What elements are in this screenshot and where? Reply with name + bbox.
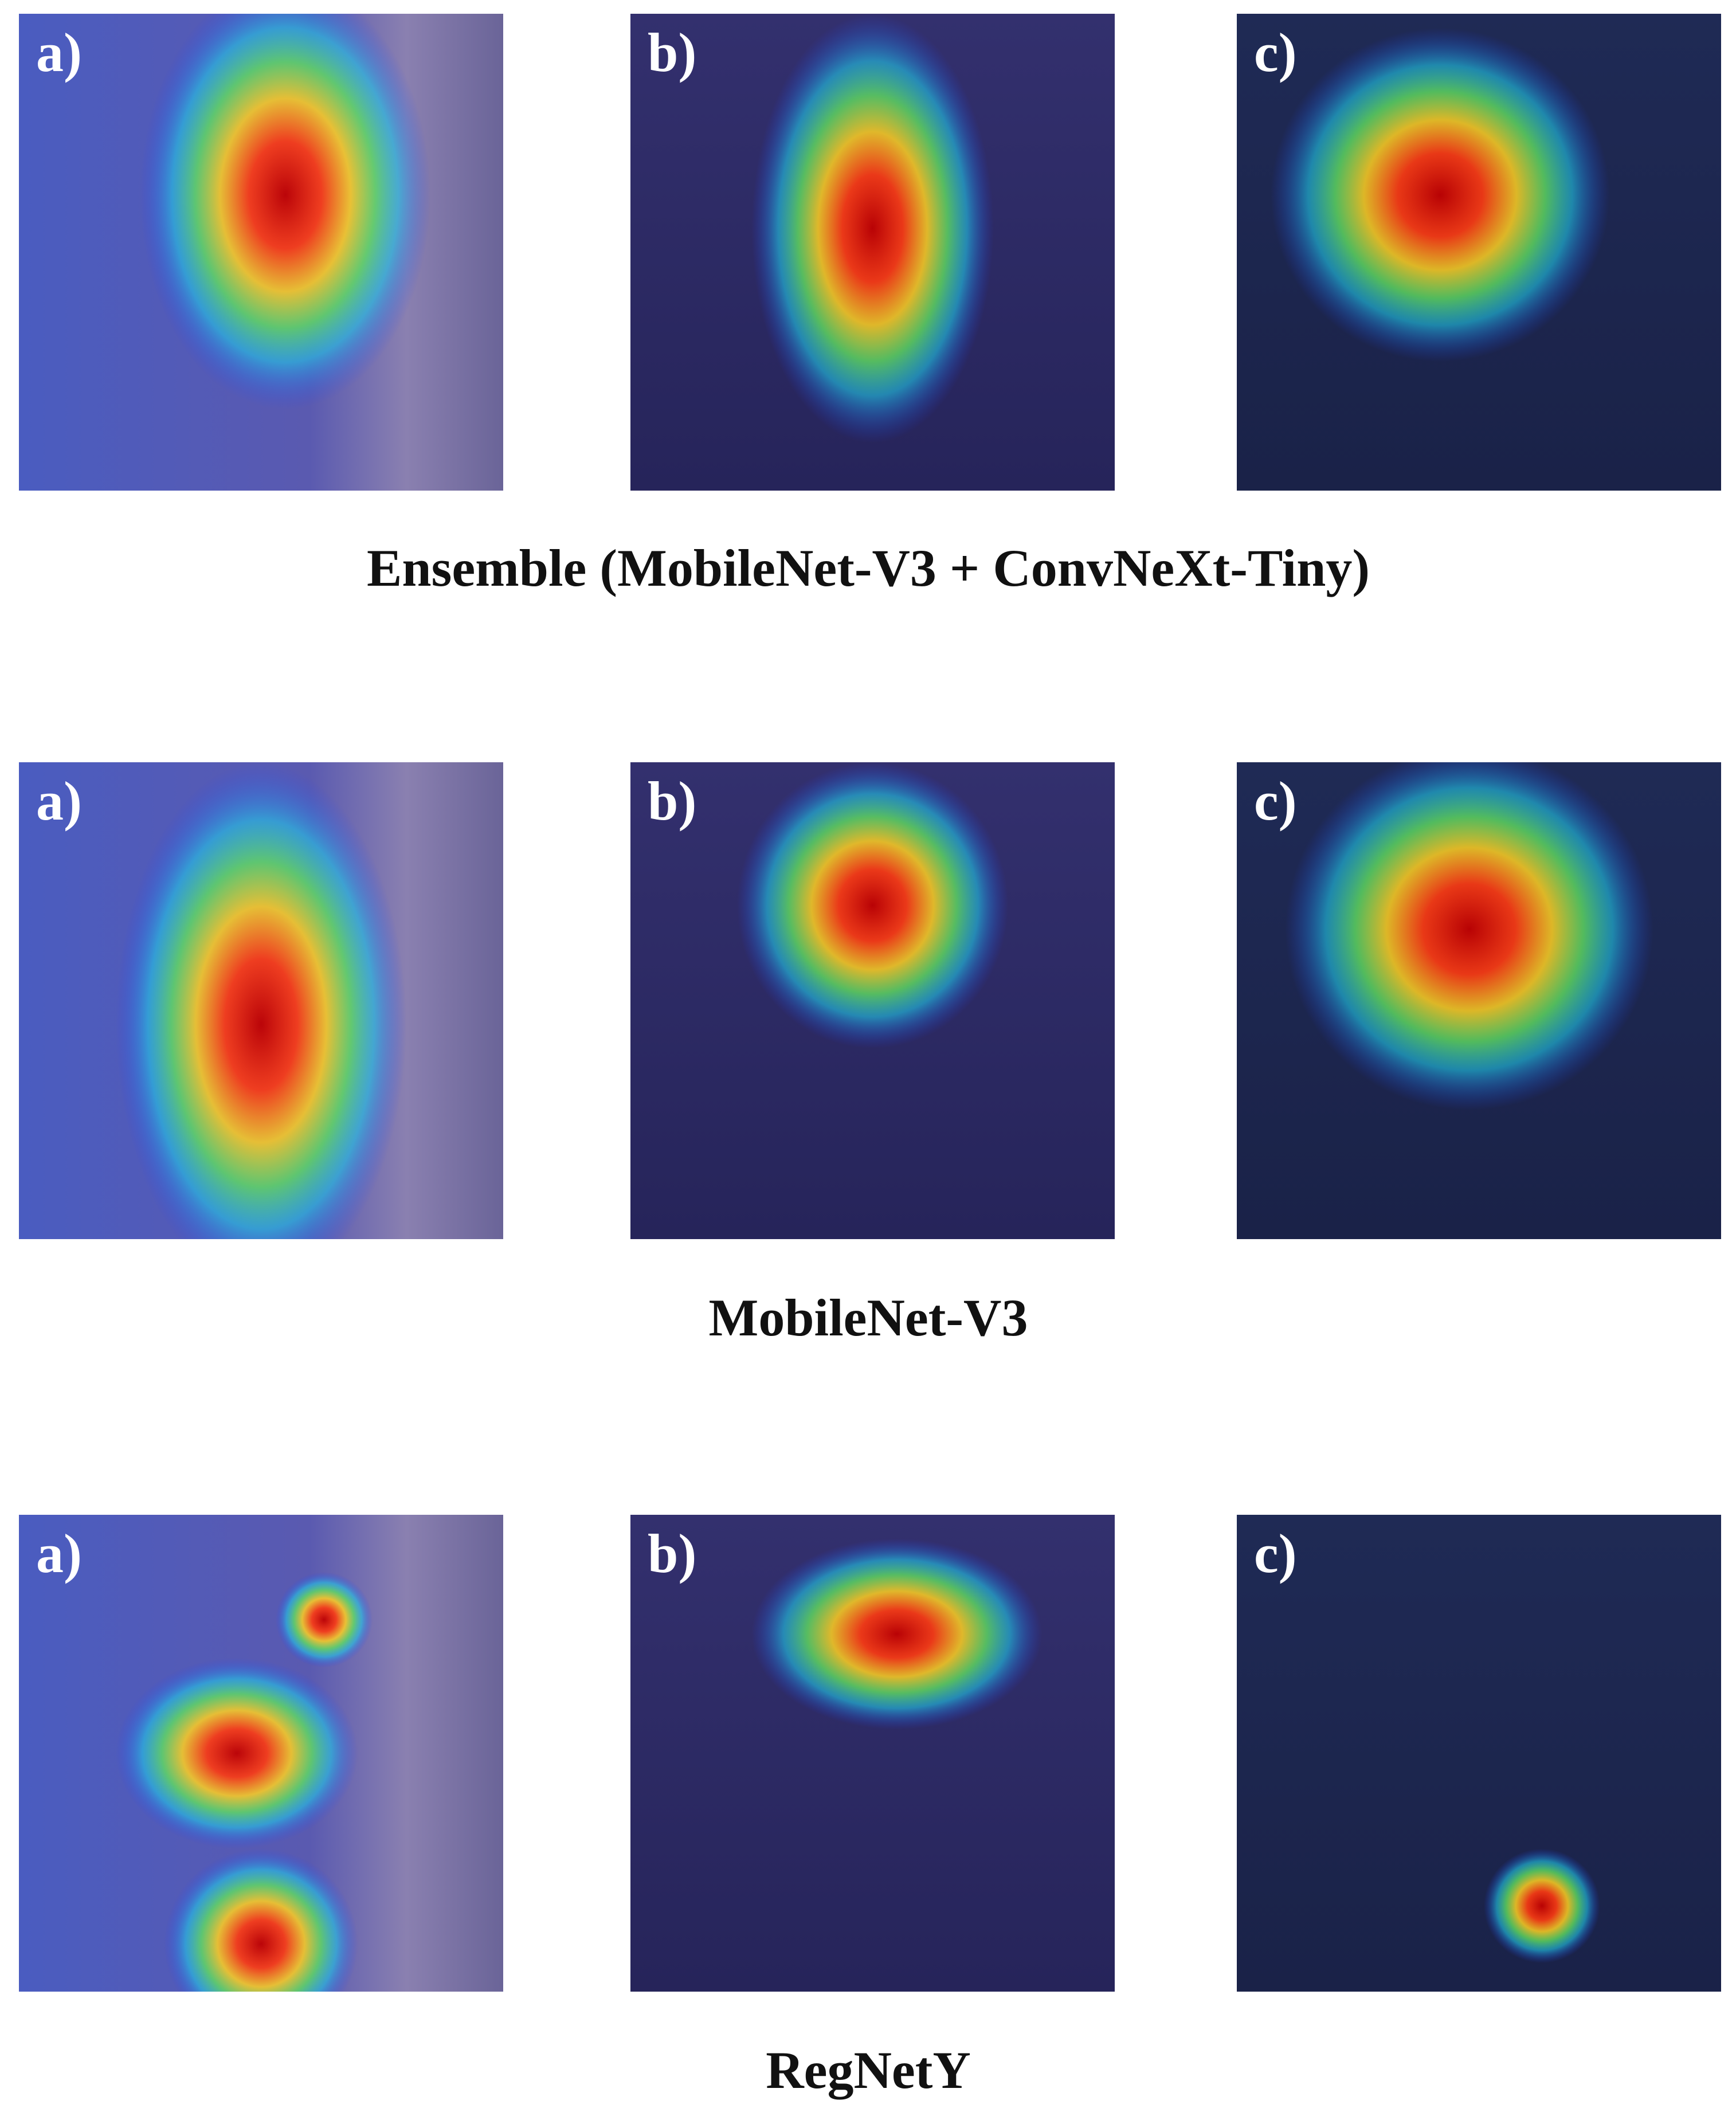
heat-spot <box>736 762 1009 1049</box>
heatmap-panel <box>630 14 1115 491</box>
heatmap-panel <box>19 1515 503 1992</box>
heat-spot <box>116 1657 358 1849</box>
heat-spot <box>1271 28 1610 362</box>
heatmap-panel <box>19 14 503 491</box>
panel-label: b) <box>648 1523 696 1584</box>
heat-spot <box>275 1572 373 1668</box>
heat-spot <box>1483 1848 1600 1964</box>
heatmap-panel <box>630 762 1115 1239</box>
panel-label: c) <box>1254 22 1297 83</box>
panel-label: a) <box>36 770 82 832</box>
panel-label: a) <box>36 1523 82 1584</box>
heatmap-panel <box>1237 762 1721 1239</box>
heat-spot <box>116 762 406 1239</box>
panel-background <box>1237 1515 1721 1992</box>
row-title: MobileNet-V3 <box>709 1288 1028 1347</box>
row-title: RegNetY <box>766 2041 971 2099</box>
panel-label: b) <box>648 770 696 832</box>
heatmap-panel <box>19 762 503 1239</box>
panel-label: b) <box>648 22 696 83</box>
heatmap-panel <box>1237 14 1721 491</box>
heat-spot <box>751 1538 1043 1730</box>
panel-label: c) <box>1254 770 1297 832</box>
heatmap-panel <box>630 1515 1115 1992</box>
heat-spot <box>751 14 994 443</box>
heat-spot <box>140 14 431 410</box>
row-title: Ensemble (MobileNet-V3 + ConvNeXt-Tiny) <box>367 539 1370 597</box>
panel-label: a) <box>36 22 82 83</box>
panel-label: c) <box>1254 1523 1297 1584</box>
heat-spot <box>164 1848 358 1992</box>
heatmap-panel <box>1237 1515 1721 1992</box>
heat-spot <box>1285 762 1653 1111</box>
